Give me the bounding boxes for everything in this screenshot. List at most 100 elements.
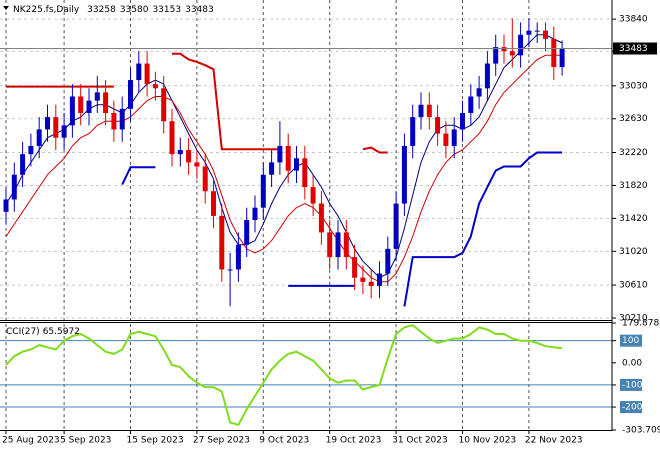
high-value: 33580 — [120, 5, 149, 15]
candle-body — [509, 51, 515, 56]
candle-body — [36, 129, 42, 146]
candle-body — [161, 88, 167, 122]
indicator-line — [5, 34, 563, 279]
candle-body — [260, 174, 266, 208]
candle-body — [69, 96, 75, 126]
price-label: 33483 — [619, 44, 648, 54]
y-tick-label: 0.00 — [622, 358, 642, 368]
indicator-header: CCI(27) 65.5972 — [6, 327, 80, 337]
y-tick-label: 30610 — [619, 281, 648, 291]
candle-body — [468, 96, 474, 113]
candle-body — [61, 125, 67, 138]
candle-body — [410, 117, 416, 146]
chart-header: NK225.fs,Daily 33258 33580 33153 33483 — [13, 5, 214, 15]
candle-body — [269, 162, 275, 175]
candle-body — [451, 129, 457, 146]
level-box — [620, 378, 642, 391]
candle-body — [244, 220, 250, 245]
x-tick-label: 10 Nov 2023 — [459, 436, 517, 446]
y-tick-label: 31420 — [619, 214, 648, 224]
candle-body — [460, 112, 465, 130]
chart-title: NK225.fs,Daily — [13, 5, 80, 15]
candle-body — [476, 88, 482, 97]
candle-body — [526, 30, 532, 35]
y-tick-label: 179.8788 — [622, 319, 660, 329]
candle-body — [144, 63, 150, 85]
y-tick-label: 100 — [622, 336, 639, 346]
candle-body — [385, 248, 391, 274]
indicator-line — [5, 324, 563, 426]
candle-body — [435, 117, 441, 134]
candle-body — [294, 158, 299, 171]
level-box — [620, 334, 642, 347]
candle-body — [277, 145, 283, 163]
indicator-line — [6, 52, 388, 154]
candle-body — [202, 166, 208, 192]
candle-body — [235, 244, 241, 270]
x-tick-label: 25 Aug 2023 — [2, 436, 60, 446]
candle-body — [128, 80, 133, 109]
candle-body — [177, 150, 183, 155]
candle-body — [493, 47, 499, 64]
candle-body — [401, 145, 407, 204]
candle-body — [368, 281, 374, 286]
candle-body — [501, 47, 507, 52]
candle-body — [186, 150, 192, 163]
x-tick-label: 27 Sep 2023 — [193, 436, 250, 446]
candle-body — [53, 117, 59, 138]
candle-body — [28, 145, 34, 155]
candle-body — [360, 277, 366, 282]
candle-body — [302, 158, 308, 188]
candle-body — [169, 121, 175, 155]
candle-body — [551, 38, 557, 68]
close-value: 33483 — [185, 5, 214, 15]
candle-body — [327, 232, 333, 258]
x-tick-label: 5 Sep 2023 — [60, 436, 111, 446]
indicator-title: CCI(27) — [6, 327, 40, 337]
x-tick-label: 31 Oct 2023 — [392, 436, 448, 446]
y-tick-label: 32220 — [619, 148, 648, 158]
candle-body — [45, 117, 50, 130]
candle-body — [119, 108, 125, 130]
candle-body — [393, 203, 399, 249]
y-tick-label: 31020 — [619, 247, 648, 257]
y-tick-label: 33840 — [619, 15, 648, 25]
x-tick-label: 15 Sep 2023 — [127, 436, 184, 446]
level-box — [620, 401, 642, 414]
candle-body — [252, 207, 258, 221]
candle-body — [484, 63, 490, 89]
candle-body — [219, 215, 225, 270]
indicator-value: 65.5972 — [43, 327, 80, 337]
candle-body — [211, 191, 216, 216]
candle-body — [94, 92, 100, 101]
y-tick-label: 32630 — [619, 114, 648, 124]
indicator-line — [5, 54, 563, 283]
open-value: 33258 — [87, 5, 116, 15]
x-tick-label: 19 Oct 2023 — [326, 436, 382, 446]
candle-body — [152, 84, 158, 89]
candle-body — [534, 30, 540, 32]
candle-body — [518, 34, 524, 56]
candle-body — [352, 257, 358, 278]
candle-body — [227, 269, 233, 271]
candle-body — [103, 92, 109, 113]
x-tick-label: 22 Nov 2023 — [525, 436, 583, 446]
indicator-line — [121, 151, 563, 307]
menu-icon — [3, 6, 9, 10]
candle-body — [318, 203, 324, 233]
candle-body — [377, 273, 382, 286]
candle-body — [335, 232, 341, 258]
candle-body — [310, 187, 316, 204]
y-tick-label: -303.709 — [622, 426, 660, 436]
candle-body — [11, 174, 17, 200]
y-tick-label: -100 — [622, 380, 643, 390]
y-tick-label: 33030 — [619, 81, 648, 91]
low-value: 33153 — [152, 5, 181, 15]
candle-body — [418, 104, 424, 118]
candle-body — [20, 154, 26, 175]
candle-body — [111, 112, 117, 130]
candle-body — [86, 100, 92, 113]
candle-body — [443, 133, 449, 146]
y-tick-label: 31820 — [619, 181, 648, 191]
